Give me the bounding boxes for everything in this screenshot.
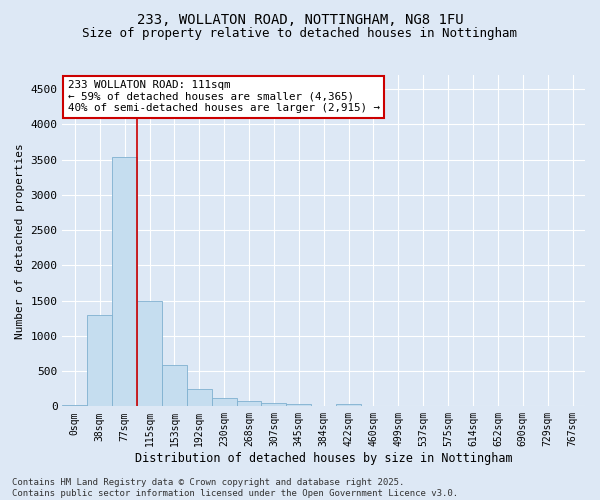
Text: 233 WOLLATON ROAD: 111sqm
← 59% of detached houses are smaller (4,365)
40% of se: 233 WOLLATON ROAD: 111sqm ← 59% of detac…	[68, 80, 380, 113]
Bar	[62, 405, 88, 406]
Bar	[336, 404, 361, 406]
Bar	[137, 302, 162, 406]
Bar	[187, 388, 212, 406]
Text: Contains HM Land Registry data © Crown copyright and database right 2025.
Contai: Contains HM Land Registry data © Crown c…	[12, 478, 458, 498]
Y-axis label: Number of detached properties: Number of detached properties	[15, 143, 25, 338]
Bar	[162, 364, 187, 406]
Text: Size of property relative to detached houses in Nottingham: Size of property relative to detached ho…	[83, 28, 517, 40]
Bar	[262, 403, 286, 406]
X-axis label: Distribution of detached houses by size in Nottingham: Distribution of detached houses by size …	[135, 452, 512, 465]
Bar	[212, 398, 236, 406]
Bar	[236, 402, 262, 406]
Bar	[88, 316, 112, 406]
Bar	[286, 404, 311, 406]
Bar	[112, 157, 137, 406]
Text: 233, WOLLATON ROAD, NOTTINGHAM, NG8 1FU: 233, WOLLATON ROAD, NOTTINGHAM, NG8 1FU	[137, 12, 463, 26]
